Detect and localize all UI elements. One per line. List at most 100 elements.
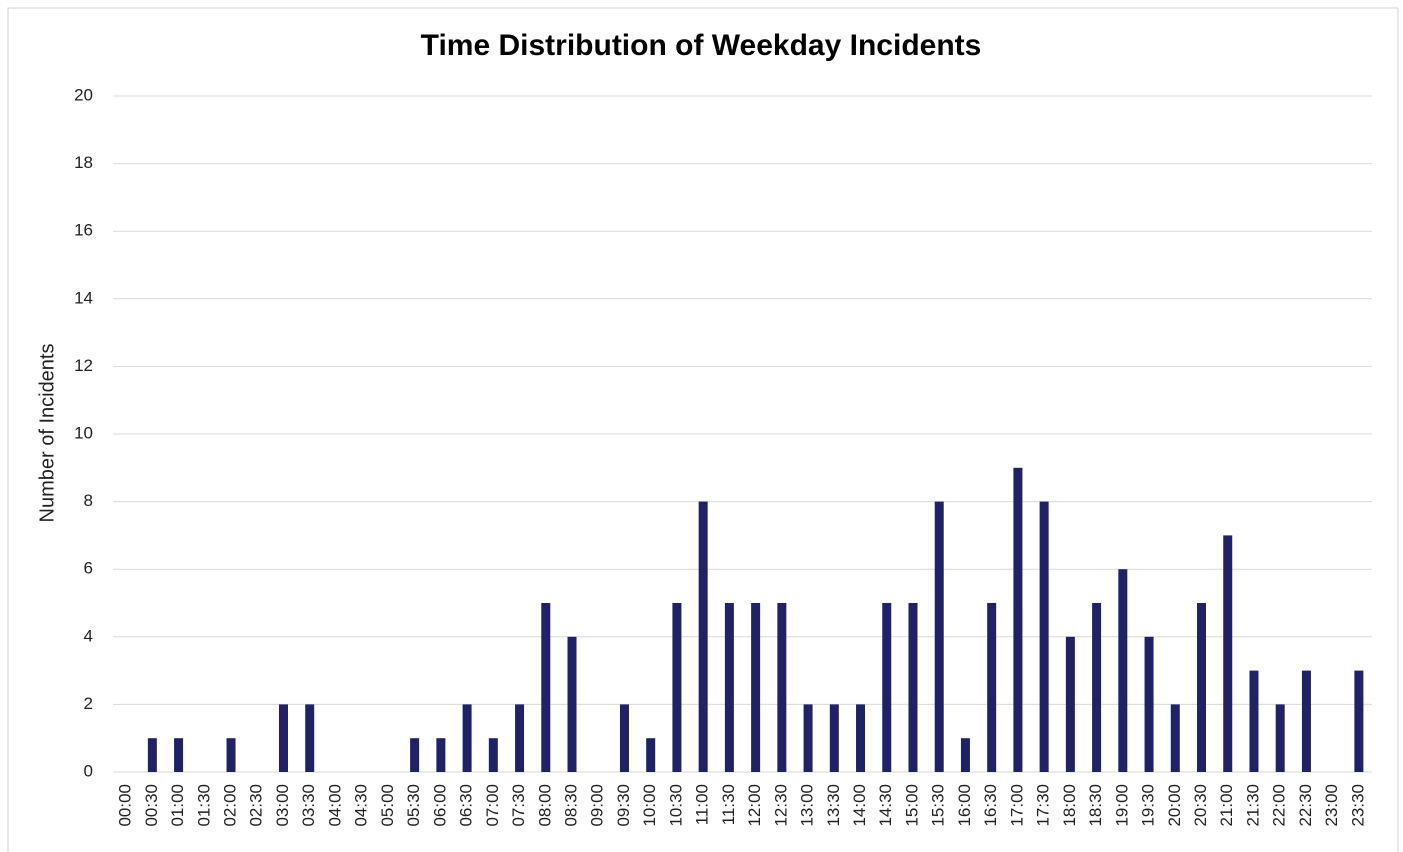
x-tick-label: 15:00 — [902, 784, 921, 827]
x-tick-label: 08:30 — [561, 784, 580, 827]
bar — [934, 501, 944, 772]
x-tick-label: 16:00 — [955, 784, 974, 827]
y-tick-label: 14 — [74, 288, 93, 307]
bar — [1065, 636, 1075, 772]
bar — [646, 738, 656, 772]
x-tick-label: 07:00 — [483, 784, 502, 827]
x-tick-label: 16:30 — [981, 784, 1000, 827]
bar — [147, 738, 157, 772]
y-axis-label: Number of Incidents — [36, 344, 58, 523]
x-tick-label: 05:30 — [404, 784, 423, 827]
bar — [856, 704, 866, 772]
bar — [1144, 636, 1154, 772]
x-tick-label: 03:30 — [299, 784, 318, 827]
y-tick-label: 6 — [84, 559, 93, 578]
x-tick-label: 08:00 — [535, 784, 554, 827]
x-tick-label: 11:00 — [693, 784, 712, 825]
x-tick-label: 02:30 — [247, 784, 266, 827]
bar — [987, 603, 997, 772]
bar — [1301, 670, 1311, 772]
bar — [619, 704, 629, 772]
bar — [1197, 603, 1207, 772]
y-tick-label: 18 — [74, 153, 93, 172]
chart-title: Time Distribution of Weekday Incidents — [421, 29, 982, 62]
bar — [305, 704, 315, 772]
x-tick-label: 06:30 — [457, 784, 476, 827]
x-tick-label: 13:30 — [824, 784, 843, 827]
bar — [882, 603, 892, 772]
bar — [803, 704, 813, 772]
x-tick-label: 22:00 — [1270, 784, 1289, 827]
x-tick-label: 02:00 — [221, 784, 240, 827]
bar — [278, 704, 288, 772]
x-tick-label: 22:30 — [1296, 784, 1315, 827]
bar — [541, 603, 551, 772]
x-tick-label: 14:00 — [850, 784, 869, 827]
y-tick-label: 0 — [84, 761, 93, 780]
x-tick-label: 19:00 — [1112, 784, 1131, 827]
bar — [1275, 704, 1285, 772]
x-tick-label: 23:00 — [1322, 784, 1341, 827]
bar — [1013, 467, 1023, 772]
x-tick-label: 21:30 — [1243, 784, 1262, 827]
x-tick-label: 00:30 — [142, 784, 161, 827]
bar — [1223, 535, 1233, 772]
bar — [1249, 670, 1259, 772]
x-tick-label: 00:00 — [116, 784, 135, 827]
y-tick-label: 20 — [74, 85, 93, 104]
y-tick-label: 4 — [84, 626, 93, 645]
y-tick-label: 8 — [84, 491, 93, 510]
bar — [488, 738, 498, 772]
x-tick-label: 11:30 — [719, 784, 738, 825]
x-tick-label: 07:30 — [509, 784, 528, 827]
x-tick-label: 10:30 — [666, 784, 685, 827]
x-tick-label: 01:00 — [168, 784, 187, 827]
bar — [777, 603, 787, 772]
bar — [226, 738, 236, 772]
bar — [1092, 603, 1102, 772]
bar — [1170, 704, 1180, 772]
x-tick-label: 21:00 — [1217, 784, 1236, 827]
bar — [515, 704, 525, 772]
bar — [436, 738, 446, 772]
x-tick-label: 19:30 — [1139, 784, 1158, 827]
x-tick-label: 05:00 — [378, 784, 397, 827]
x-tick-label: 01:30 — [194, 784, 213, 827]
bar — [1354, 670, 1364, 772]
x-tick-label: 20:30 — [1191, 784, 1210, 827]
x-tick-label: 17:00 — [1007, 784, 1026, 827]
bar — [410, 738, 420, 772]
bar — [1118, 569, 1128, 772]
x-tick-label: 15:30 — [929, 784, 948, 827]
bar — [1039, 501, 1049, 772]
x-tick-label: 20:00 — [1165, 784, 1184, 827]
bar — [829, 704, 839, 772]
bar — [751, 603, 761, 772]
bar — [908, 603, 918, 772]
bar — [698, 501, 708, 772]
x-tick-label: 10:00 — [640, 784, 659, 827]
x-tick-label: 18:00 — [1060, 784, 1079, 827]
bar — [960, 738, 970, 772]
x-tick-label: 18:30 — [1086, 784, 1105, 827]
y-tick-label: 2 — [84, 694, 93, 713]
x-tick-label: 14:30 — [876, 784, 895, 827]
y-tick-label: 10 — [74, 423, 93, 442]
x-tick-label: 12:30 — [771, 784, 790, 827]
bar — [672, 603, 682, 772]
x-tick-label: 09:30 — [614, 784, 633, 827]
x-tick-label: 09:00 — [588, 784, 607, 827]
x-tick-label: 06:00 — [430, 784, 449, 827]
x-tick-label: 04:30 — [352, 784, 371, 827]
bar — [724, 603, 734, 772]
x-tick-label: 03:00 — [273, 784, 292, 827]
x-tick-label: 12:00 — [745, 784, 764, 827]
x-tick-label: 04:00 — [325, 784, 344, 827]
bar — [174, 738, 184, 772]
x-tick-label: 23:30 — [1348, 784, 1367, 827]
bar — [462, 704, 472, 772]
y-tick-label: 16 — [74, 221, 93, 240]
x-tick-label: 13:00 — [798, 784, 817, 827]
bar — [567, 636, 577, 772]
